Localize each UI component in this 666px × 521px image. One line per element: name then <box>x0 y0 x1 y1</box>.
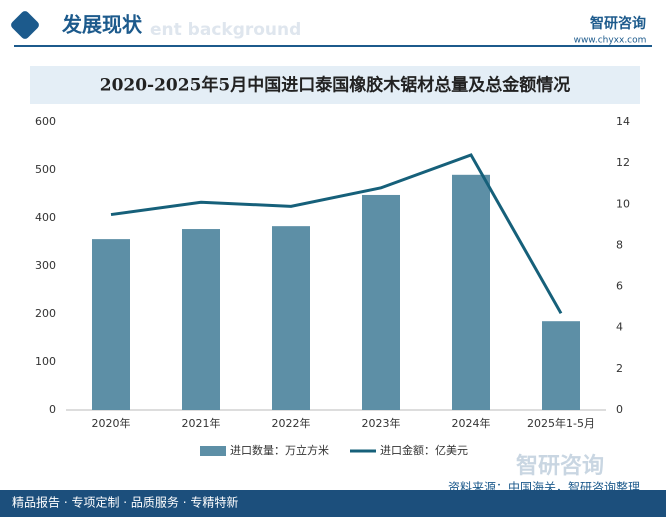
y-tick-label: 0 <box>49 403 56 416</box>
brand: 智研咨询 <box>589 15 646 32</box>
y2-tick-label: 6 <box>616 280 623 293</box>
header-title: 发展现状 <box>61 13 143 37</box>
brand-url: www.chyxx.com <box>574 36 647 46</box>
x-tick-label: 2023年 <box>362 416 401 430</box>
y2-tick-label: 14 <box>616 115 630 128</box>
bar <box>452 174 490 410</box>
x-tick-label: 2020年 <box>92 416 131 430</box>
footer-bar <box>0 490 666 517</box>
legend-label: 进口数量：万立方米 <box>230 443 329 457</box>
header-icon <box>11 11 39 39</box>
y2-tick-label: 12 <box>616 156 630 169</box>
title-bar <box>30 66 640 104</box>
x-tick-label: 2025年1-5月 <box>527 416 595 430</box>
y2-tick-label: 2 <box>616 362 623 375</box>
watermark: 智研咨询 <box>516 453 604 479</box>
y2-tick-label: 10 <box>616 197 630 210</box>
line <box>110 153 563 315</box>
y2-tick-label: 8 <box>616 238 623 251</box>
legend-label: 进口金额：亿美元 <box>380 443 468 457</box>
y-tick-label: 300 <box>35 259 56 272</box>
legend-swatch <box>200 446 226 456</box>
bar <box>542 321 580 410</box>
footer-slogan: 精品报告 · 专项定制 · 品质服务 · 专精特新 <box>12 495 238 510</box>
y2-tick-label: 4 <box>616 321 623 334</box>
y-tick-label: 600 <box>35 115 56 128</box>
bar <box>362 194 400 410</box>
y2-tick-label: 0 <box>616 403 623 416</box>
bar <box>182 229 220 410</box>
bar <box>92 239 130 410</box>
y-tick-label: 200 <box>35 307 56 320</box>
x-tick-label: 2021年 <box>182 416 221 430</box>
chart-title: 2020-2025年5月中国进口泰国橡胶木锯材总量及总金额情况 <box>100 75 571 96</box>
header-subtitle: ent background <box>150 20 301 40</box>
y-tick-label: 100 <box>35 355 56 368</box>
y-tick-label: 500 <box>35 163 56 176</box>
x-tick-label: 2024年 <box>452 416 491 430</box>
bar <box>272 226 310 410</box>
y-tick-label: 400 <box>35 211 56 224</box>
x-tick-label: 2022年 <box>272 416 311 430</box>
